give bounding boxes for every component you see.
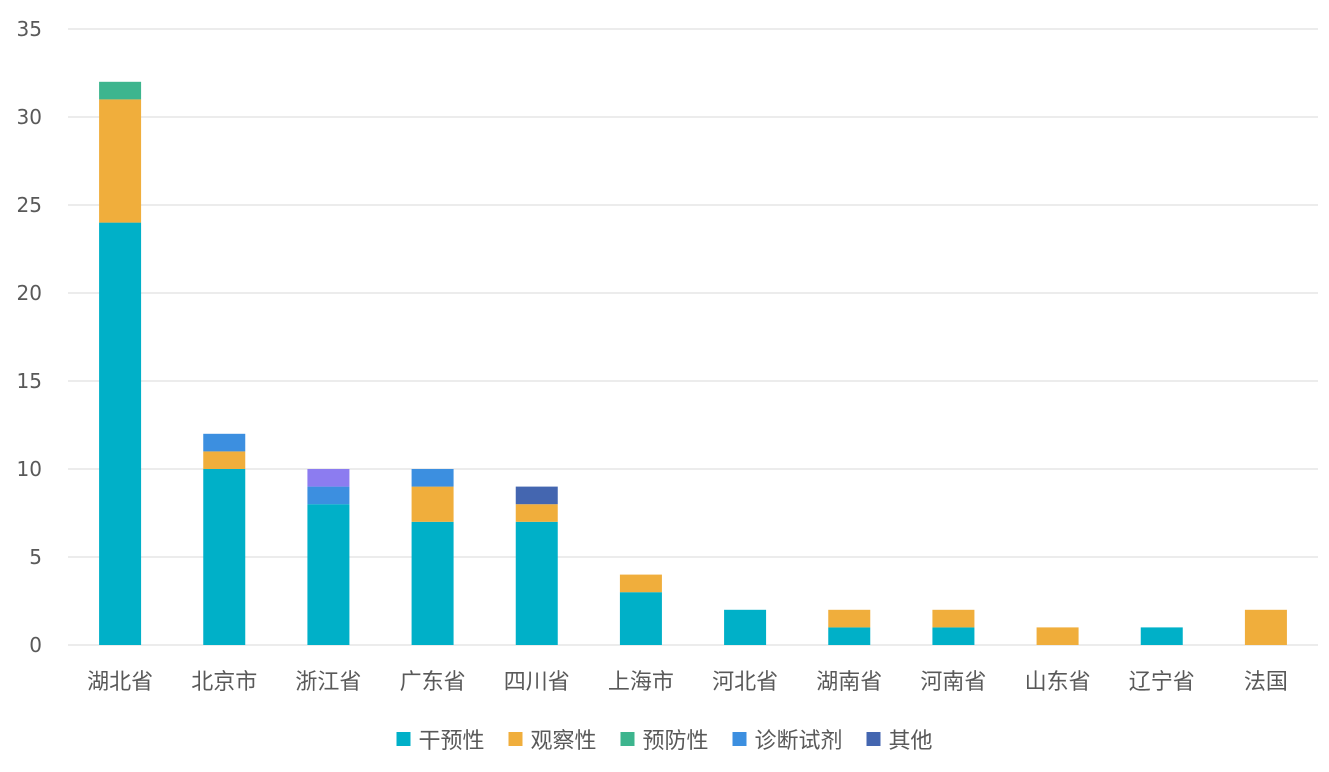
bar-segment <box>619 592 662 645</box>
y-tick-label: 10 <box>17 457 42 481</box>
bar-segment <box>932 627 975 645</box>
bar-segment <box>203 433 246 452</box>
bar-segment <box>307 486 350 505</box>
legend-label: 干预性 <box>419 729 485 754</box>
y-tick-label: 25 <box>17 193 42 217</box>
bar-segment <box>307 469 350 487</box>
x-tick-label: 河北省 <box>712 670 778 695</box>
x-tick-label: 四川省 <box>504 670 570 695</box>
bar-segment <box>1244 609 1287 645</box>
x-tick-label: 广东省 <box>400 670 466 695</box>
bars <box>99 81 1287 645</box>
bar-segment <box>515 486 558 505</box>
bar-segment <box>932 609 975 628</box>
bar-segment <box>828 609 871 628</box>
bar-segment <box>411 469 454 487</box>
bar-segment <box>307 504 350 645</box>
x-tick-label: 法国 <box>1244 670 1288 695</box>
bar-segment <box>515 521 558 645</box>
y-axis-ticks: 0 5 10 15 20 25 30 35 <box>17 17 42 657</box>
bar-segment <box>1036 627 1079 645</box>
legend-item: 观察性 <box>508 729 597 754</box>
bar-segment <box>619 574 662 593</box>
bar-segment <box>203 451 246 469</box>
bar-segment <box>411 521 454 645</box>
bar-segment <box>99 81 142 100</box>
bar-segment <box>828 627 871 645</box>
legend-swatch <box>866 732 881 746</box>
x-tick-label: 湖南省 <box>816 670 882 695</box>
legend-label: 观察性 <box>531 729 597 754</box>
bar-segment <box>99 99 142 223</box>
x-tick-label: 河南省 <box>920 670 986 695</box>
bar-segment <box>515 504 558 522</box>
x-tick-label: 辽宁省 <box>1129 670 1195 695</box>
legend-item: 干预性 <box>396 729 485 754</box>
legend-item: 诊断试剂 <box>732 729 843 754</box>
legend-swatch <box>732 732 747 746</box>
legend-item: 其他 <box>866 729 933 754</box>
y-tick-label: 5 <box>29 545 42 569</box>
legend-swatch <box>396 732 411 746</box>
y-tick-label: 0 <box>29 633 42 657</box>
legend-label: 其他 <box>889 729 933 754</box>
legend-item: 预防性 <box>620 729 709 754</box>
legend-label: 预防性 <box>643 729 709 754</box>
x-tick-label: 山东省 <box>1025 670 1091 695</box>
bar-segment <box>1140 627 1183 645</box>
y-tick-label: 30 <box>17 105 42 129</box>
x-axis-ticks: 湖北省 北京市 浙江省 广东省 四川省 上海市 河北省 湖南省 河南省 山东省 辽宁省 法国 <box>87 670 1288 695</box>
y-tick-label: 20 <box>17 281 42 305</box>
y-tick-label: 35 <box>17 17 42 41</box>
legend: 干预性 观察性 预防性 诊断试剂 其他 <box>396 729 933 754</box>
y-tick-label: 15 <box>17 369 42 393</box>
bar-segment <box>724 609 767 645</box>
bar-segment <box>99 222 142 645</box>
gridlines <box>68 28 1318 646</box>
legend-swatch <box>508 732 523 746</box>
x-tick-label: 北京市 <box>191 670 257 695</box>
x-tick-label: 湖北省 <box>87 670 153 695</box>
x-tick-label: 浙江省 <box>295 670 361 695</box>
x-tick-label: 上海市 <box>608 670 674 695</box>
bar-segment <box>203 469 246 645</box>
legend-swatch <box>620 732 635 746</box>
bar-segment <box>411 486 454 522</box>
legend-label: 诊断试剂 <box>755 729 843 754</box>
